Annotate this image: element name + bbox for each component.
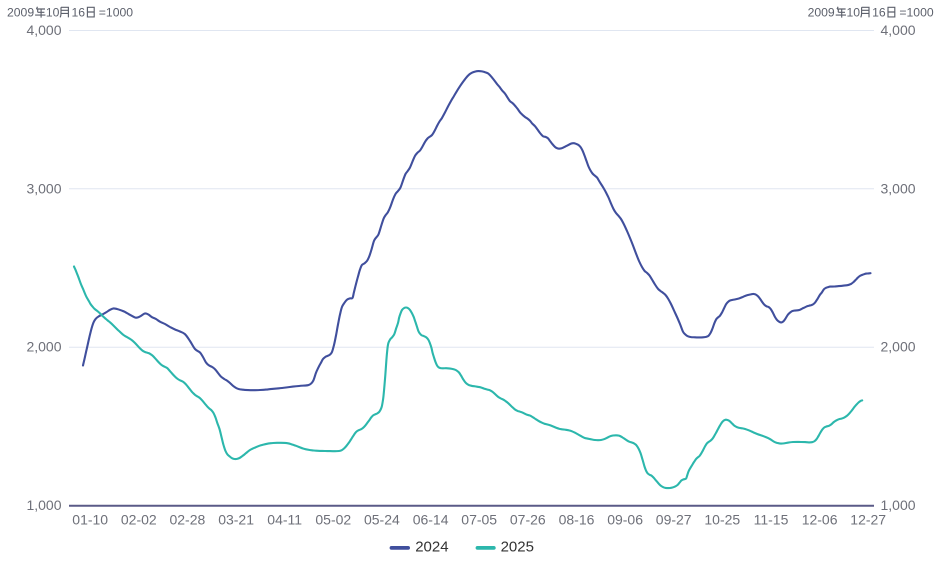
svg-text:04-11: 04-11 [267, 512, 302, 528]
svg-text:05-24: 05-24 [364, 512, 400, 528]
svg-text:01-10: 01-10 [72, 512, 108, 528]
svg-text:3,000: 3,000 [881, 180, 916, 196]
svg-text:09-27: 09-27 [656, 512, 692, 528]
svg-text:3,000: 3,000 [26, 180, 61, 196]
svg-text:05-02: 05-02 [315, 512, 351, 528]
svg-text:1,000: 1,000 [881, 497, 916, 513]
svg-text:4,000: 4,000 [26, 22, 61, 38]
svg-text:2009: 2009 [808, 6, 835, 20]
svg-text:16: 16 [72, 6, 86, 20]
svg-text:02-02: 02-02 [121, 512, 157, 528]
svg-text:2024: 2024 [415, 539, 448, 556]
svg-text:02-28: 02-28 [169, 512, 205, 528]
svg-text:10-25: 10-25 [704, 512, 740, 528]
svg-text:12-06: 12-06 [802, 512, 838, 528]
svg-text:2,000: 2,000 [881, 339, 916, 355]
svg-text:06-14: 06-14 [413, 512, 449, 528]
svg-text:=1000: =1000 [99, 6, 133, 20]
svg-text:09-06: 09-06 [607, 512, 643, 528]
svg-text:2025: 2025 [501, 539, 534, 556]
svg-text:07-05: 07-05 [461, 512, 497, 528]
svg-text:16: 16 [872, 6, 886, 20]
svg-text:12-27: 12-27 [850, 512, 886, 528]
svg-text:=1000: =1000 [899, 6, 933, 20]
svg-text:10: 10 [847, 6, 861, 20]
svg-text:2009: 2009 [7, 6, 34, 20]
svg-text:11-15: 11-15 [754, 512, 789, 528]
svg-text:10: 10 [46, 6, 60, 20]
svg-text:1,000: 1,000 [26, 497, 61, 513]
svg-text:4,000: 4,000 [881, 22, 916, 38]
svg-text:03-21: 03-21 [218, 512, 254, 528]
svg-text:08-16: 08-16 [559, 512, 595, 528]
svg-text:2,000: 2,000 [26, 339, 61, 355]
svg-text:07-26: 07-26 [510, 512, 546, 528]
